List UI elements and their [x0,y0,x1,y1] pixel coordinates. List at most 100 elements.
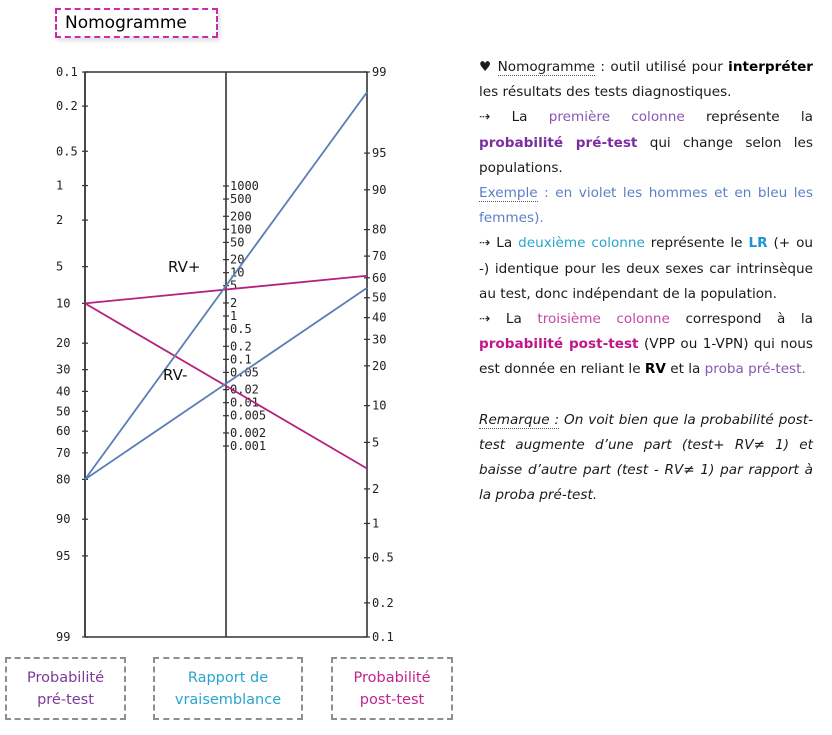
middle-tick-label: 50 [230,235,244,249]
pretest-label-line2: pré-test [37,691,94,708]
left-axis-ticks: 0.1 0.2 0.5 1 2 5 10 20 30 40 50 60 70 80 90 95 99 [56,65,88,644]
right-axis-ticks: 99 95 90 80 70 60 50 40 30 20 10 5 2 1 0.5 0.2 0.1 [364,65,394,644]
left-tick-label: 60 [56,424,70,438]
left-tick-label: 99 [56,630,70,644]
middle-axis-ticks: 10005002001005020105210.50.20.10.050.020… [223,179,266,453]
right-tick-label: 40 [372,311,386,325]
middle-tick-label: 0.5 [230,322,252,336]
paragraph-third-column: ⇢ La troisième colonne correspond à la p… [479,307,813,383]
right-tick-label: 10 [372,399,386,413]
term-remarque: Remarque : [479,411,560,429]
rv-plus-label: RV+ [168,258,200,276]
posttest-label-line2: post-test [359,691,425,708]
left-tick-label: 0.1 [56,65,78,79]
posttest-label-line1: Probabilité [353,669,431,686]
middle-tick-label: 20 [230,253,244,267]
text-span: : outil utilisé pour [595,59,729,75]
middle-tick-label: 5 [230,279,237,293]
text-span: (VPP ou 1-VPN) qui nous est donnée en re… [479,336,813,378]
nomogram-lines [84,91,368,481]
series-line-0 [84,274,368,305]
left-tick-label: 10 [56,296,70,310]
series-line-3 [84,287,368,481]
text-span: qui change selon les populations. [479,134,813,176]
middle-tick-label: 500 [230,192,252,206]
colored-span: proba pré-test. [704,361,806,378]
term-nomogramme: Nomogramme [497,59,596,76]
middle-tick-label: 0.001 [230,439,266,453]
middle-tick-label: 0.01 [230,396,259,410]
right-tick-label: 90 [372,183,386,197]
lr-column-label: Rapport de vraisemblance [153,657,303,720]
middle-tick-label: 1000 [230,179,259,193]
title: Nomogramme [65,13,187,33]
right-tick-label: 5 [372,435,379,449]
left-tick-label: 50 [56,404,70,418]
middle-tick-label: 1 [230,309,237,323]
rv-minus-label: RV- [163,366,187,384]
colored-span: troisième colonne [537,311,670,328]
right-tick-label: 70 [372,249,386,263]
bold-span: probabilité post-test [479,336,639,353]
arrow-icon: ⇢ [479,109,491,126]
pretest-column-label: Probabilité pré-test [5,657,126,720]
right-tick-label: 95 [372,146,386,160]
left-tick-label: 5 [56,260,63,274]
text-span: (+ ou -) identique pour les deux sexes c… [479,235,814,302]
left-tick-label: 80 [56,472,70,486]
bold-span: interpréter [728,59,814,75]
heart-icon: ♥ [479,59,493,75]
series-line-2 [84,91,368,480]
middle-tick-label: 0.02 [230,383,259,397]
left-tick-label: 1 [56,179,63,193]
series-line-1 [84,302,368,470]
colored-span: première colonne [548,109,685,126]
text-span: La [490,311,538,328]
lr-label-line1: Rapport de [187,669,269,686]
right-tick-label: 60 [372,271,386,285]
left-tick-label: 2 [56,213,63,227]
left-tick-label: 0.2 [56,99,78,113]
paragraph-example: Exemple : en violet les hommes et en ble… [479,181,813,231]
right-tick-label: 20 [372,359,386,373]
chart-frame [84,71,368,638]
text-span: représente le [644,235,749,252]
bold-span: RV [644,361,666,378]
right-tick-label: 99 [372,65,386,79]
explanation-text: ♥ Nomogramme : outil utilisé pour interp… [479,55,813,508]
paragraph-first-column: ⇢ La première colonne représente la prob… [479,105,813,181]
middle-tick-label: 200 [230,209,252,223]
right-tick-label: 1 [372,516,379,530]
term-exemple: Exemple [479,185,538,203]
right-tick-label: 0.1 [372,630,394,644]
left-tick-label: 90 [56,512,70,526]
left-tick-label: 0.5 [56,144,78,158]
text-span: La [490,109,549,126]
posttest-column-label: Probabilité post-test [331,657,453,720]
text-span: La [490,235,519,252]
text-span: : en violet les hommes et en bleu les fe… [479,185,813,227]
text-span: les résultats des tests diagnostiques. [479,84,732,101]
middle-tick-label: 100 [230,222,252,236]
right-tick-label: 2 [372,482,379,496]
middle-tick-label: 0.005 [230,409,266,423]
text-span: et la [665,361,705,378]
text-span: On voit bien que la probabilité post-tes… [479,411,813,504]
bold-span: probabilité pré-test [479,134,638,151]
left-tick-label: 70 [56,446,70,460]
right-tick-label: 80 [372,223,386,237]
middle-tick-label: 0.1 [230,352,252,366]
left-tick-label: 20 [56,336,70,350]
left-tick-label: 30 [56,363,70,377]
left-tick-label: 95 [56,549,70,563]
text-span: représente la [684,109,813,126]
middle-tick-label: 2 [230,296,237,310]
title-box: Nomogramme [55,8,218,38]
right-tick-label: 0.5 [372,551,394,565]
bold-span: LR [748,235,768,252]
paragraph-second-column: ⇢ La deuxième colonne représente le LR (… [479,231,813,307]
right-tick-label: 0.2 [372,596,394,610]
arrow-icon: ⇢ [479,311,491,328]
left-tick-label: 40 [56,384,70,398]
